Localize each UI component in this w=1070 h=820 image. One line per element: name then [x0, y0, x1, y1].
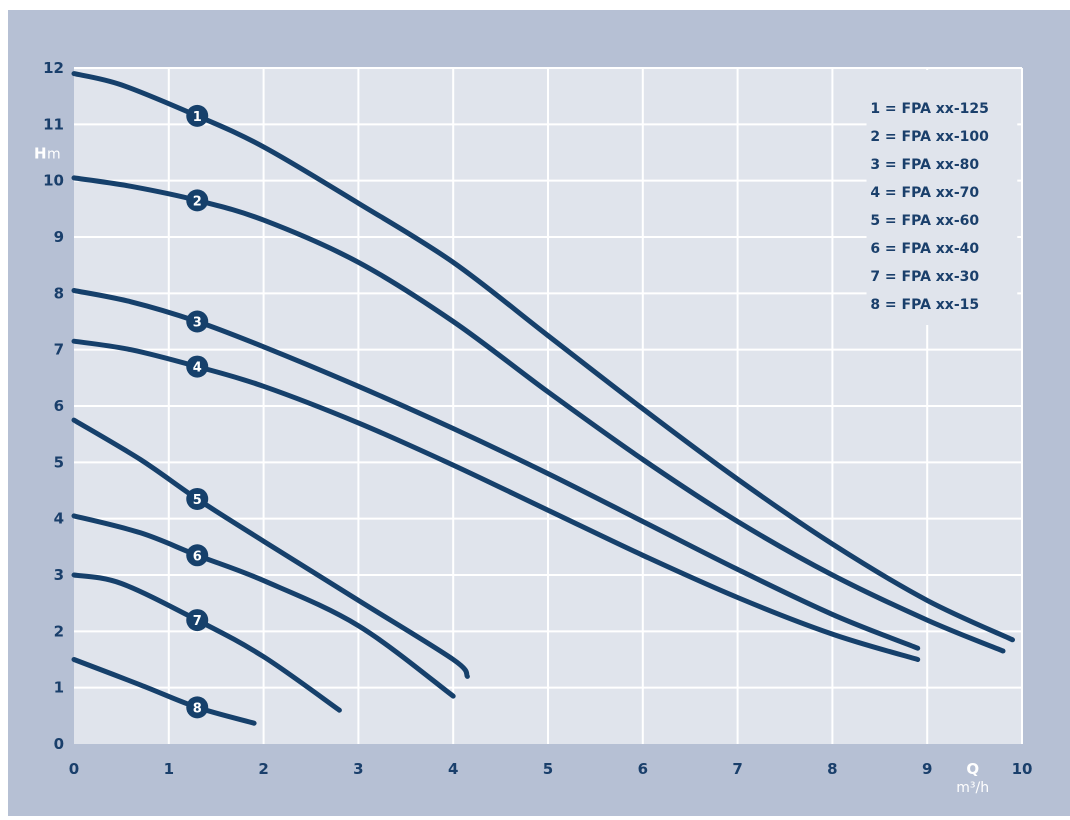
y-tick-label: 10 [43, 172, 64, 190]
curve-marker-label-4: 4 [193, 361, 202, 376]
curve-8 [71, 657, 257, 726]
curve-marker-5 [186, 487, 209, 510]
y-axis-label: H m [34, 144, 61, 162]
legend-background [866, 70, 1018, 325]
y-tick-label: 5 [54, 453, 64, 471]
y-tick-label: 11 [43, 115, 64, 133]
curve-6 [71, 513, 456, 699]
legend-entry-8: 8 = FPA xx-15 [870, 297, 979, 313]
legend-entry-2: 2 = FPA xx-100 [870, 129, 989, 145]
legend-entry-6: 6 = FPA xx-40 [870, 241, 979, 257]
x-tick-label: 1 [164, 760, 174, 778]
x-axis-label: Q m³/h [956, 760, 989, 796]
x-axis-unit: m³/h [956, 780, 989, 796]
y-tick-label: 6 [54, 397, 64, 415]
y-tick-label: 2 [54, 622, 64, 640]
y-tick-label: 3 [54, 566, 64, 584]
curve-marker-label-8: 8 [193, 701, 202, 716]
curve-marker-6 [186, 544, 209, 567]
curve-marker-label-7: 7 [193, 614, 202, 629]
legend-entry-1: 1 = FPA xx-125 [870, 101, 989, 117]
x-tick-label: 7 [732, 760, 742, 778]
x-tick-label: 9 [922, 760, 932, 778]
y-tick-label: 4 [54, 510, 64, 528]
curve-marker-label-3: 3 [193, 316, 202, 331]
y-tick-label: 0 [54, 735, 64, 753]
y-tick-label: 8 [54, 284, 64, 302]
legend-entry-3: 3 = FPA xx-80 [870, 157, 979, 173]
curve-marker-1 [186, 104, 209, 127]
legend-entry-7: 7 = FPA xx-30 [870, 269, 979, 285]
y-tick-label: 12 [43, 59, 64, 77]
curve-marker-3 [186, 310, 209, 333]
x-axis-ticks: 0 1 2 3 4 5 6 7 8 9 10 [69, 760, 1033, 778]
x-tick-label: 3 [353, 760, 363, 778]
y-tick-label: 7 [54, 341, 64, 359]
x-tick-label: 6 [638, 760, 648, 778]
x-tick-label: 5 [543, 760, 553, 778]
grid-lines [74, 67, 1023, 744]
legend: 1 = FPA xx-125 2 = FPA xx-100 3 = FPA xx-8… [870, 101, 989, 313]
y-tick-label: 9 [54, 228, 64, 246]
curve-marker-label-2: 2 [193, 194, 202, 209]
x-tick-label: 0 [69, 760, 79, 778]
x-axis-symbol: Q [966, 760, 979, 778]
x-tick-label: 10 [1012, 760, 1033, 778]
legend-entry-4: 4 = FPA xx-70 [870, 185, 979, 201]
legend-entry-5: 5 = FPA xx-60 [870, 213, 979, 229]
x-tick-label: 2 [258, 760, 268, 778]
curve-marker-4 [186, 355, 209, 378]
y-axis-unit: m [47, 146, 61, 162]
x-tick-label: 4 [448, 760, 458, 778]
curve-marker-label-6: 6 [193, 549, 202, 564]
y-axis-symbol: H [34, 144, 47, 162]
curve-marker-2 [186, 189, 209, 212]
curve-marker-8 [186, 696, 209, 719]
curve-marker-label-1: 1 [193, 110, 202, 125]
curve-marker-label-5: 5 [193, 493, 202, 508]
y-tick-label: 1 [54, 679, 64, 697]
curve-marker-7 [186, 609, 209, 632]
curve-markers: 1 2 3 4 5 6 7 8 [186, 104, 209, 719]
x-tick-label: 8 [827, 760, 837, 778]
curve-5 [71, 417, 470, 679]
